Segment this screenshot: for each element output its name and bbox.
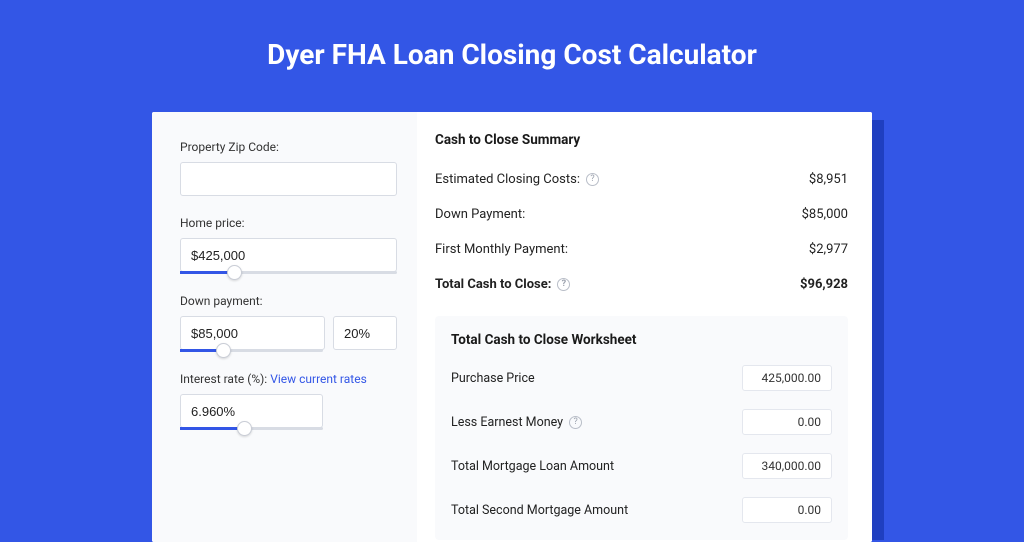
interest-rate-slider-fill [180, 427, 244, 430]
interest-rate-slider-thumb[interactable] [237, 421, 252, 436]
worksheet-row: Purchase Price 425,000.00 [451, 356, 832, 400]
field-down-payment: Down payment: [180, 294, 397, 352]
down-payment-slider[interactable] [180, 349, 323, 352]
summary-row: Estimated Closing Costs:? $8,951 [435, 162, 848, 197]
home-price-slider-fill [180, 271, 234, 274]
worksheet-value-box[interactable]: 0.00 [742, 497, 832, 523]
summary-value: $2,977 [809, 242, 848, 257]
help-icon[interactable]: ? [569, 416, 582, 429]
interest-rate-slider[interactable] [180, 427, 323, 430]
worksheet-row-label: Less Earnest Money? [451, 415, 582, 430]
home-price-label: Home price: [180, 216, 397, 230]
worksheet-value-box[interactable]: 0.00 [742, 409, 832, 435]
down-payment-label: Down payment: [180, 294, 397, 308]
interest-rate-label-text: Interest rate (%): [180, 372, 267, 386]
summary-value: $8,951 [809, 172, 848, 187]
interest-rate-label: Interest rate (%): View current rates [180, 372, 397, 386]
calculator-card: Property Zip Code: Home price: Down paym… [152, 112, 872, 542]
summary-row: First Monthly Payment: $2,977 [435, 232, 848, 267]
worksheet-title: Total Cash to Close Worksheet [451, 332, 832, 348]
help-icon[interactable]: ? [586, 173, 599, 186]
summary-row: Down Payment: $85,000 [435, 197, 848, 232]
summary-title: Cash to Close Summary [435, 132, 848, 148]
worksheet-row-label-text: Purchase Price [451, 371, 535, 386]
summary-row-label-text: Total Cash to Close: [435, 277, 551, 292]
summary-row-label-text: First Monthly Payment: [435, 242, 568, 257]
worksheet-row: Total Second Mortgage Amount 0.00 [451, 488, 832, 532]
worksheet-value-box[interactable]: 425,000.00 [742, 365, 832, 391]
summary-row-label-text: Estimated Closing Costs: [435, 172, 580, 187]
worksheet-row-label: Purchase Price [451, 371, 535, 386]
interest-rate-input[interactable] [180, 394, 323, 428]
summary-row-label-text: Down Payment: [435, 207, 525, 222]
worksheet-row-label: Total Mortgage Loan Amount [451, 459, 614, 474]
worksheet-row-label-text: Total Mortgage Loan Amount [451, 459, 614, 474]
summary-value: $85,000 [802, 207, 848, 222]
worksheet-row-label-text: Total Second Mortgage Amount [451, 503, 628, 518]
zip-input[interactable] [180, 162, 397, 196]
results-panel: Cash to Close Summary Estimated Closing … [417, 112, 872, 542]
worksheet-row-label-text: Less Earnest Money [451, 415, 563, 430]
inputs-panel: Property Zip Code: Home price: Down paym… [152, 112, 417, 542]
field-zip: Property Zip Code: [180, 140, 397, 196]
summary-row-label: First Monthly Payment: [435, 242, 568, 257]
help-icon[interactable]: ? [557, 278, 570, 291]
home-price-slider[interactable] [180, 271, 397, 274]
worksheet-rows: Purchase Price 425,000.00 Less Earnest Mon… [451, 356, 832, 532]
worksheet-row: Total Mortgage Loan Amount 340,000.00 [451, 444, 832, 488]
down-payment-pct-input[interactable] [333, 316, 397, 350]
summary-value: $96,928 [800, 277, 848, 292]
home-price-slider-thumb[interactable] [227, 265, 242, 280]
summary-row-label: Down Payment: [435, 207, 525, 222]
worksheet-panel: Total Cash to Close Worksheet Purchase P… [435, 316, 848, 540]
view-rates-link[interactable]: View current rates [270, 372, 367, 386]
worksheet-row: Less Earnest Money? 0.00 [451, 400, 832, 444]
home-price-input[interactable] [180, 238, 397, 272]
down-payment-input[interactable] [180, 316, 325, 350]
summary-row: Total Cash to Close:? $96,928 [435, 267, 848, 302]
field-interest-rate: Interest rate (%): View current rates [180, 372, 397, 430]
down-payment-slider-thumb[interactable] [216, 343, 231, 358]
worksheet-value-box[interactable]: 340,000.00 [742, 453, 832, 479]
worksheet-row-label: Total Second Mortgage Amount [451, 503, 628, 518]
summary-rows: Estimated Closing Costs:? $8,951 Down Paym… [435, 162, 848, 302]
summary-row-label: Estimated Closing Costs:? [435, 172, 599, 187]
summary-row-label: Total Cash to Close:? [435, 277, 570, 292]
page-title: Dyer FHA Loan Closing Cost Calculator [0, 0, 1024, 99]
zip-label: Property Zip Code: [180, 140, 397, 154]
field-home-price: Home price: [180, 216, 397, 274]
